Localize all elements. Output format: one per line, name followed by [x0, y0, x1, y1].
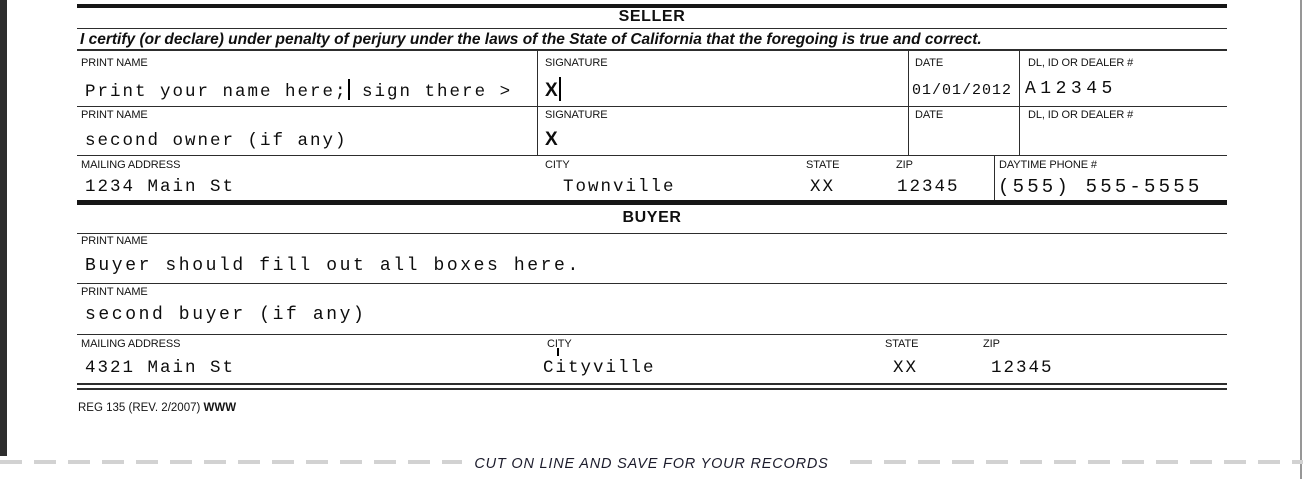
cut-note-text: CUT ON LINE AND SAVE FOR YOUR RECORDS	[462, 456, 841, 472]
buyer1-print-name-field[interactable]: Buyer should fill out all boxes here.	[85, 256, 581, 276]
perjury-certification-text: I certify (or declare) under penalty of …	[80, 31, 982, 48]
window-edge-left	[0, 0, 7, 456]
seller-row1-divider	[77, 106, 1227, 107]
certify-divider	[77, 49, 1227, 51]
window-edge-right	[1300, 0, 1302, 479]
buyer-row1-divider	[77, 283, 1227, 284]
seller2-dl-field[interactable]	[1025, 129, 1205, 147]
form-top-border	[77, 4, 1227, 8]
seller1-dl-label: DL, ID OR DEALER #	[1028, 57, 1134, 69]
seller2-signature-field[interactable]: X	[545, 129, 558, 150]
buyer-zip-field[interactable]: 12345	[991, 358, 1054, 378]
buyer-state-field[interactable]: XX	[893, 358, 919, 378]
text-caret	[557, 348, 559, 356]
buyer2-print-name-field[interactable]: second buyer (if any)	[85, 305, 367, 325]
seller1-date-field[interactable]: 01/01/2012	[912, 82, 1013, 99]
seller-state-field[interactable]: XX	[810, 177, 836, 197]
seller-city-field[interactable]: Townville	[563, 177, 676, 197]
buyer-heading-divider	[77, 233, 1227, 234]
seller1-signature-label: SIGNATURE	[545, 57, 608, 69]
seller1-signature-field[interactable]: X	[545, 77, 561, 102]
seller-heading-divider	[77, 28, 1227, 29]
seller-state-label: STATE	[806, 159, 840, 171]
seller1-print-name-text-before: Print your name here;	[85, 82, 348, 102]
buyer-section-heading: BUYER	[622, 209, 682, 226]
seller-mailing-address-label: MAILING ADDRESS	[81, 159, 181, 171]
text-caret	[347, 79, 350, 100]
seller-section-heading: SELLER	[618, 8, 686, 25]
seller-zip-label: ZIP	[896, 159, 913, 171]
seller1-print-name-field[interactable]: Print your name here; sign there >	[85, 79, 512, 102]
seller-daytime-phone-label: DAYTIME PHONE #	[999, 159, 1097, 171]
seller-section-border	[77, 200, 1227, 205]
buyer-city-field[interactable]: Cityville	[543, 358, 656, 378]
buyer-bottom-border-1	[77, 383, 1227, 385]
form-number-text: REG 135 (REV. 2/2007)	[78, 402, 204, 414]
buyer1-print-name-label: PRINT NAME	[81, 235, 148, 247]
seller2-dl-label: DL, ID OR DEALER #	[1028, 109, 1134, 121]
form-number-www: WWW	[203, 402, 237, 414]
form-number: REG 135 (REV. 2/2007) WWW	[78, 402, 236, 414]
seller1-print-name-text-after: sign there >	[349, 82, 513, 102]
seller2-date-field[interactable]	[912, 132, 1012, 150]
column-divider-date	[908, 51, 909, 155]
text-caret	[558, 77, 561, 101]
seller2-print-name-field[interactable]: second owner (if any)	[85, 131, 348, 151]
seller2-signature-label: SIGNATURE	[545, 109, 608, 121]
cut-note-row: CUT ON LINE AND SAVE FOR YOUR RECORDS	[0, 455, 1303, 473]
buyer-state-label: STATE	[885, 338, 919, 350]
seller1-signature-x: X	[545, 80, 558, 101]
buyer2-print-name-label: PRINT NAME	[81, 286, 148, 298]
column-divider-signature	[537, 51, 538, 155]
seller-mailing-address-field[interactable]: 1234 Main St	[85, 177, 236, 197]
buyer-row2-divider	[77, 334, 1227, 335]
column-divider-phone	[994, 156, 995, 200]
column-divider-dl	[1019, 51, 1020, 155]
seller-zip-field[interactable]: 12345	[897, 177, 960, 197]
seller-daytime-phone-field[interactable]: (555) 555-5555	[998, 176, 1203, 198]
seller1-date-label: DATE	[915, 57, 944, 69]
buyer-bottom-border-2	[77, 388, 1227, 390]
buyer-mailing-address-label: MAILING ADDRESS	[81, 338, 181, 350]
buyer-mailing-address-field[interactable]: 4321 Main St	[85, 358, 236, 378]
buyer-city-label: CITY	[547, 338, 572, 350]
seller1-print-name-label: PRINT NAME	[81, 57, 148, 69]
seller-city-label: CITY	[545, 159, 570, 171]
seller2-date-label: DATE	[915, 109, 944, 121]
seller-row2-divider	[77, 155, 1227, 156]
buyer-zip-label: ZIP	[983, 338, 1000, 350]
seller2-print-name-label: PRINT NAME	[81, 109, 148, 121]
seller1-dl-field[interactable]: A12345	[1025, 79, 1117, 99]
